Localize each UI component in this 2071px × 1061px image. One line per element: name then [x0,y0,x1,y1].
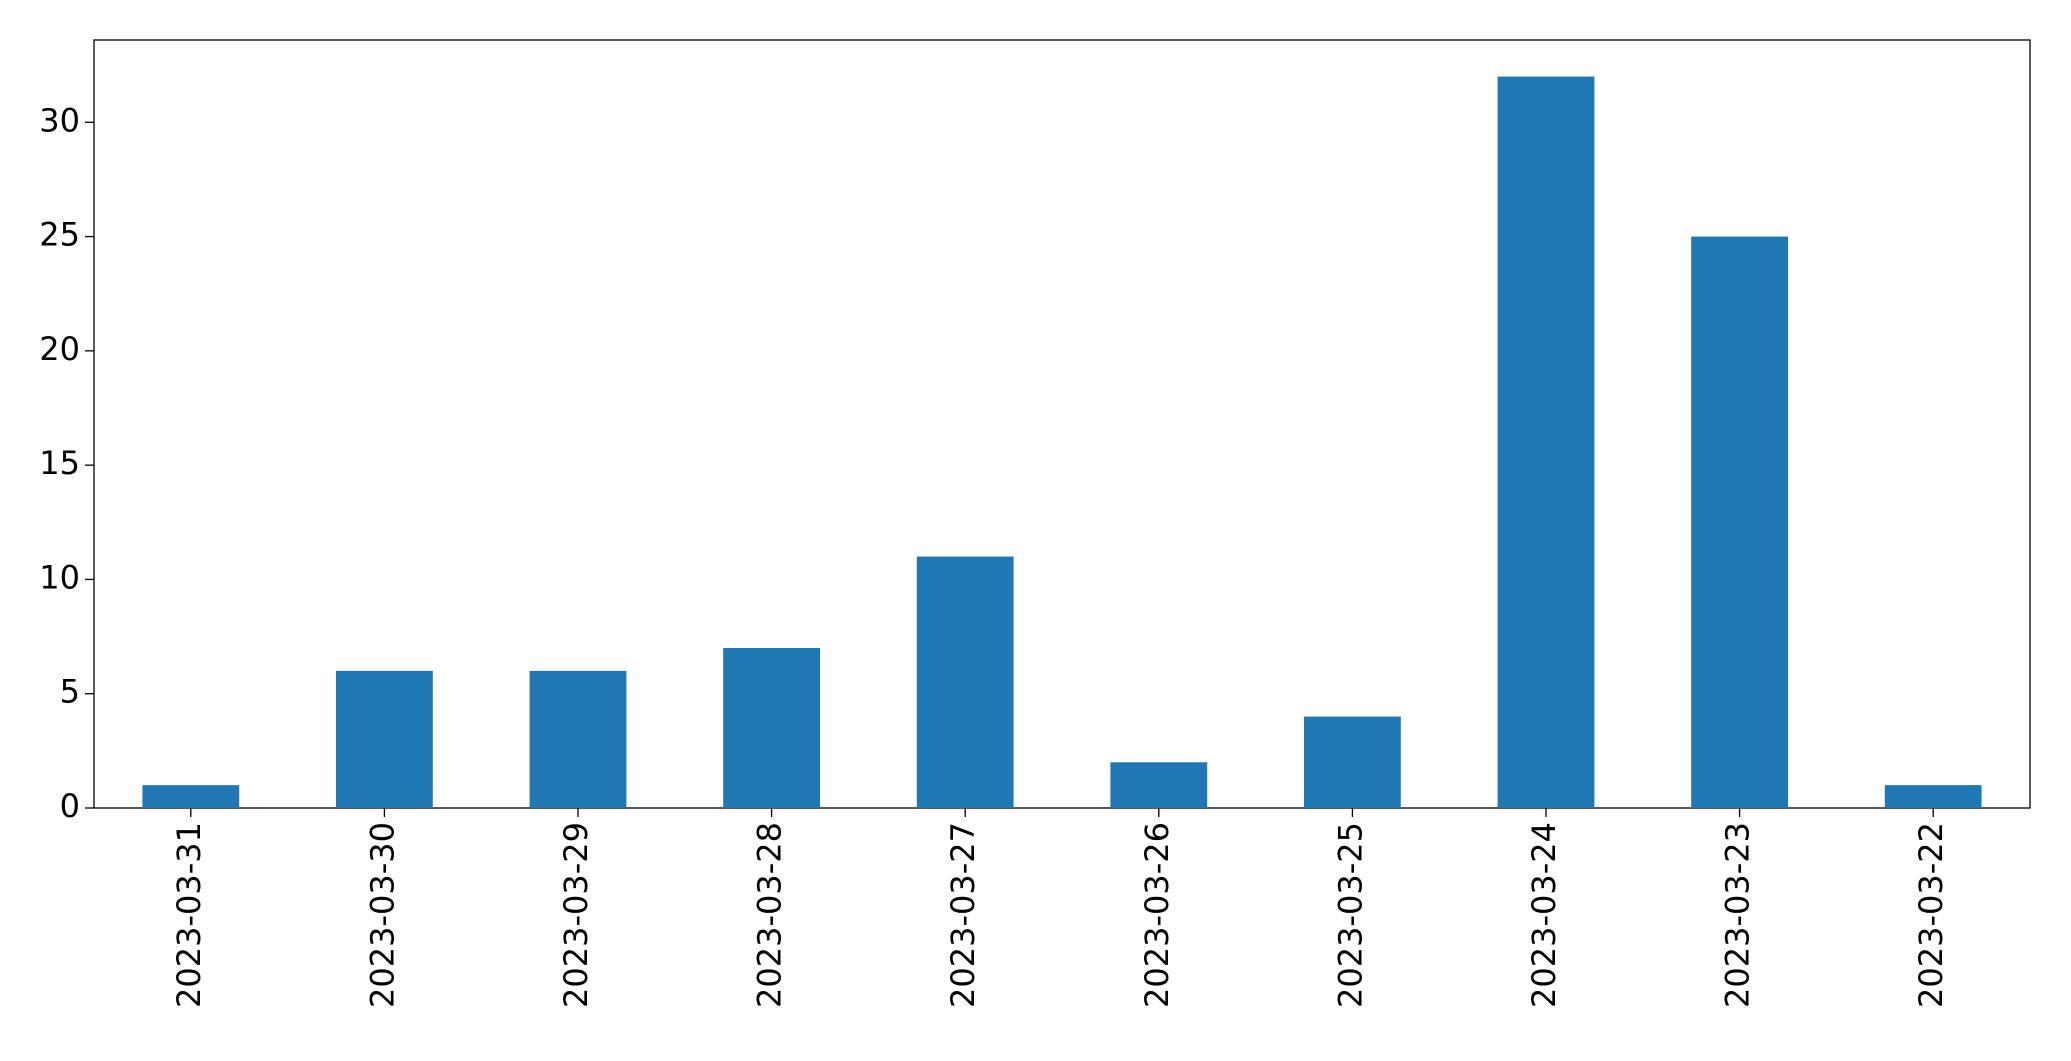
bar [1304,716,1401,808]
plot-frame [93,39,2031,809]
y-tick-label: 5 [60,673,80,711]
bar [1110,762,1208,808]
y-tick-label: 25 [39,216,80,254]
y-tick-label: 10 [39,558,80,596]
x-tick-label: 2023-03-29 [557,822,595,1008]
x-tick-label: 2023-03-27 [944,822,982,1008]
x-tick-label: 2023-03-24 [1525,822,1563,1008]
x-tick-label: 2023-03-23 [1719,822,1757,1008]
y-tick-label: 0 [60,787,80,825]
x-tick-label: 2023-03-26 [1138,822,1176,1008]
bar [1884,785,1982,808]
y-tick-label: 15 [39,444,80,482]
bar [529,670,627,808]
x-tick-label: 2023-03-30 [363,822,401,1008]
x-tick-label: 2023-03-25 [1331,822,1369,1008]
y-tick-label: 30 [39,101,80,139]
bar [723,648,820,808]
bar [1691,236,1788,809]
y-tick-label: 20 [39,330,80,368]
x-tick-label: 2023-03-22 [1912,822,1950,1008]
bar [142,785,240,808]
bar [916,556,1014,808]
x-tick-label: 2023-03-28 [751,822,789,1008]
bar [336,670,433,808]
bar [1497,76,1595,809]
x-tick-label: 2023-03-31 [170,822,208,1008]
